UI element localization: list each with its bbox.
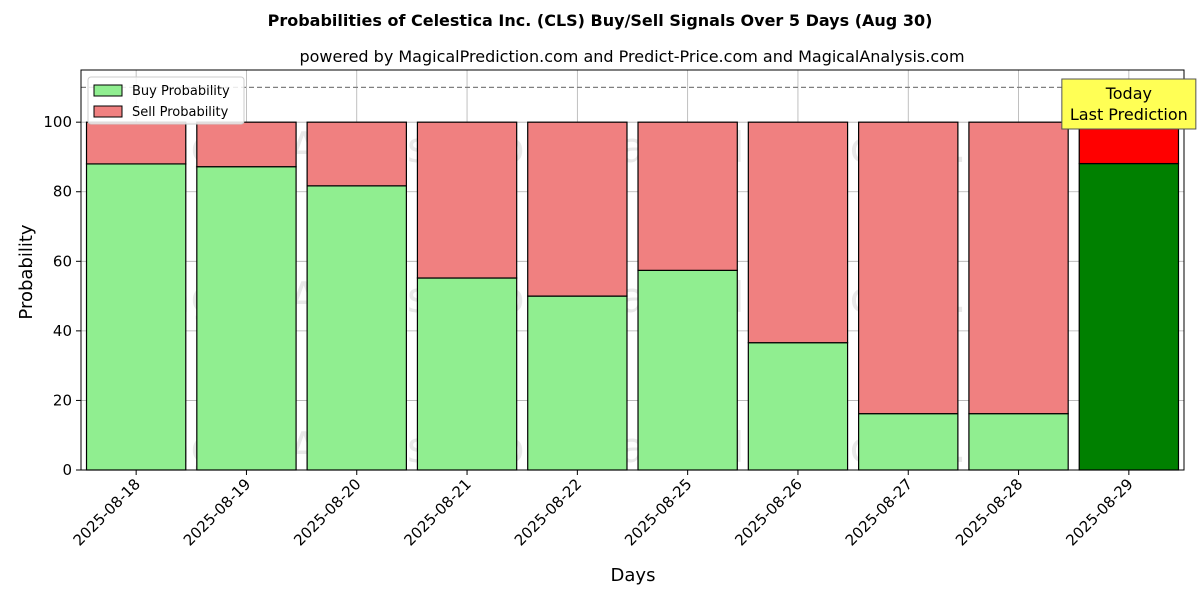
buy-bar: [85, 163, 187, 471]
x-tick-label: 2025-08-26: [731, 475, 805, 549]
x-tick-label: 2025-08-29: [1062, 475, 1136, 549]
x-tick-label: 2025-08-21: [400, 475, 474, 549]
sell-bar: [968, 121, 1069, 415]
y-axis-label: Probability: [16, 224, 37, 319]
today-annotation: Today Last Prediction: [1061, 78, 1197, 130]
legend-label: Buy Probability: [132, 84, 230, 99]
buy-bar: [416, 277, 518, 471]
buy-bar: [968, 413, 1069, 471]
y-tick-label: 20: [53, 391, 72, 409]
y-tick-label: 100: [43, 113, 72, 131]
buy-bar: [1078, 162, 1180, 471]
x-tick-label: 2025-08-18: [70, 475, 144, 549]
buy-bar: [196, 166, 297, 471]
y-tick-label: 0: [62, 461, 72, 479]
sell-bar: [637, 121, 738, 271]
sell-bar: [527, 121, 628, 297]
annotation-box: [1061, 78, 1197, 130]
x-tick-label: 2025-08-19: [180, 475, 254, 549]
buy-bar: [527, 295, 628, 471]
y-tick-label: 40: [53, 322, 72, 340]
plot-frame: [80, 69, 1185, 471]
bars: [85, 121, 1180, 471]
sell-bar: [747, 121, 849, 344]
x-axis-label: Days: [611, 565, 656, 586]
x-tick-label: 2025-08-22: [511, 475, 585, 549]
x-tick-label: 2025-08-25: [621, 475, 695, 549]
x-tick-label: 2025-08-27: [842, 475, 916, 549]
chart-title: Probabilities of Celestica Inc. (CLS) Bu…: [268, 11, 933, 30]
x-axis-ticks: 2025-08-18 2025-08-19 2025-08-20 2025-08-21…: [70, 470, 1137, 549]
buy-bar: [747, 342, 849, 471]
x-tick-label: 2025-08-20: [290, 475, 364, 549]
sell-bar: [858, 121, 959, 415]
annotation-text: Last Prediction: [1070, 105, 1188, 124]
annotation-text: Today: [1105, 84, 1152, 103]
legend-swatch: [93, 84, 123, 97]
legend-label: Sell Probability: [132, 105, 229, 120]
x-tick-label: 2025-08-28: [952, 475, 1026, 549]
sell-bar: [196, 121, 297, 168]
y-tick-label: 60: [53, 252, 72, 270]
legend-swatch: [93, 105, 123, 118]
sell-bar: [85, 121, 187, 165]
y-tick-label: 80: [53, 183, 72, 201]
sell-bar: [306, 121, 407, 187]
buy-bar: [637, 269, 738, 471]
buy-bar: [858, 413, 959, 471]
legend: Buy Probability Sell Probability: [87, 76, 245, 125]
legend-box: [87, 76, 245, 125]
chart-subtitle: powered by MagicalPrediction.com and Pre…: [299, 47, 964, 66]
sell-bar: [416, 121, 518, 279]
buy-bar: [306, 185, 407, 471]
y-axis-ticks: 0 20 40 60 80 100: [43, 113, 81, 479]
